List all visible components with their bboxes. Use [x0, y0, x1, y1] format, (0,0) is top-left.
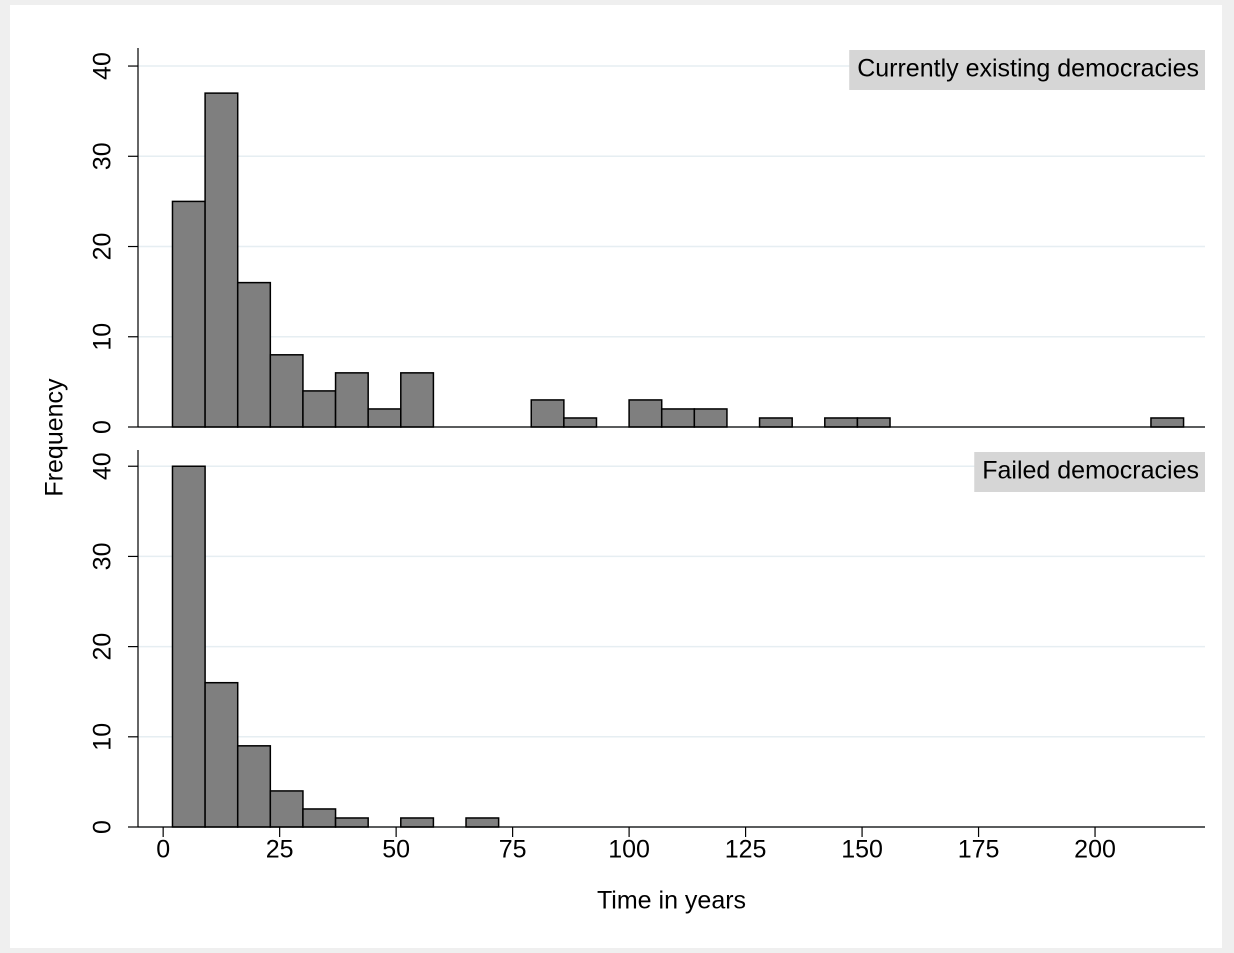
y-tick-label: 0	[89, 820, 117, 834]
y-tick-label: 20	[89, 233, 117, 261]
x-tick-label: 25	[266, 836, 294, 864]
panel-label: Currently existing democracies	[857, 55, 1199, 83]
panel-label-box	[974, 452, 1205, 492]
x-tick-label: 0	[156, 836, 170, 864]
histogram-bar	[204, 92, 239, 428]
y-tick-label: 20	[89, 633, 117, 661]
histogram-bar	[269, 354, 304, 428]
histogram-bar	[334, 817, 369, 828]
x-tick-label: 200	[1074, 836, 1116, 864]
histogram-bar	[1150, 417, 1185, 428]
histogram-bar	[628, 399, 663, 428]
x-tick-label: 150	[841, 836, 883, 864]
histogram-bar	[367, 408, 402, 428]
x-tick-label: 100	[608, 836, 650, 864]
histogram-bar	[302, 808, 337, 828]
histogram-bar	[334, 372, 369, 428]
histogram-bar	[563, 417, 598, 428]
y-tick-label: 10	[89, 323, 117, 351]
histogram-bar	[530, 399, 565, 428]
histogram-bar	[171, 465, 206, 828]
histogram-bar	[236, 745, 272, 828]
y-tick-label: 30	[89, 543, 117, 571]
histogram-bar	[660, 408, 696, 428]
y-tick-label: 40	[89, 452, 117, 480]
histogram-bar	[204, 681, 239, 828]
y-tick-label: 10	[89, 723, 117, 751]
histogram-bar	[465, 817, 500, 828]
x-tick-label: 175	[958, 836, 1000, 864]
panel-label-box	[849, 50, 1205, 90]
histogram-bar	[856, 417, 891, 428]
histogram-bar	[693, 408, 728, 428]
y-tick-label: 30	[89, 142, 117, 170]
x-tick-label: 125	[725, 836, 767, 864]
panel-label: Failed democracies	[982, 457, 1199, 485]
histogram-bar	[824, 417, 859, 428]
histogram-bar	[171, 200, 206, 428]
x-tick-label: 75	[499, 836, 527, 864]
y-tick-label: 40	[89, 52, 117, 80]
histogram-bar	[758, 417, 793, 428]
x-tick-label: 50	[382, 836, 410, 864]
y-tick-label: 0	[89, 420, 117, 434]
histogram-bar	[400, 817, 435, 828]
histogram-bar	[269, 790, 304, 828]
histogram-bar	[236, 281, 272, 428]
x-axis-label: Time in years	[597, 887, 746, 915]
y-axis-label: Frequency	[41, 378, 69, 497]
histogram-bar	[400, 372, 435, 428]
histogram-bar	[302, 390, 337, 428]
